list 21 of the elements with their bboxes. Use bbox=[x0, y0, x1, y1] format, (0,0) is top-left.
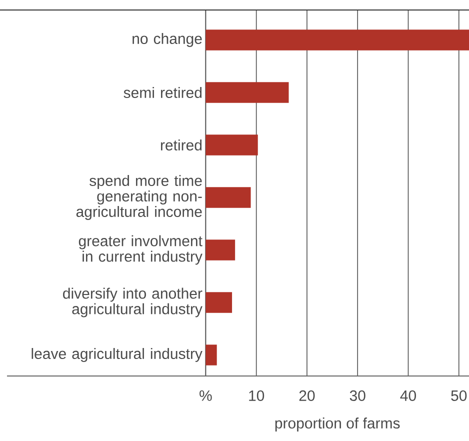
x-tick-label: % bbox=[200, 390, 212, 401]
bar bbox=[206, 82, 289, 103]
y-tick-label: spend more time generating non-agricultural income bbox=[76, 174, 202, 220]
bar bbox=[206, 30, 469, 50]
x-tick-label: 10 bbox=[249, 390, 264, 401]
x-tick-label: 40 bbox=[400, 390, 416, 401]
y-tick-label: leave agricultural industry bbox=[32, 348, 202, 362]
y-tick-label: retired bbox=[160, 139, 202, 150]
x-tick-label: 30 bbox=[350, 390, 366, 401]
bar bbox=[206, 344, 217, 366]
bar bbox=[206, 187, 251, 208]
x-tick-label: 20 bbox=[299, 390, 315, 401]
y-tick-label: diversify into another agricultural industry bbox=[63, 288, 202, 318]
y-tick-label: greater involvment in current industry bbox=[78, 235, 202, 265]
y-tick-label: semi retired bbox=[124, 86, 202, 98]
bar bbox=[206, 240, 236, 260]
bar bbox=[206, 292, 232, 313]
bar bbox=[206, 134, 258, 156]
x-tick-label: 50 bbox=[451, 390, 467, 401]
y-tick-label: no change bbox=[132, 32, 202, 47]
x-axis-title: proportion of farms bbox=[275, 418, 400, 432]
